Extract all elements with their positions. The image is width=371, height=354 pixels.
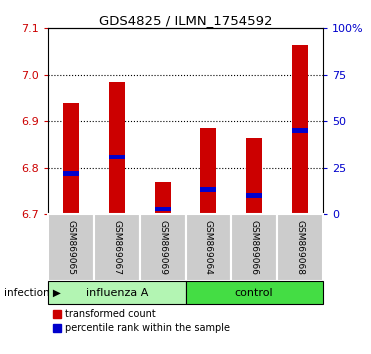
- Bar: [200, 128, 216, 214]
- Bar: [48, 281, 186, 304]
- Text: infection ▶: infection ▶: [4, 288, 60, 298]
- Bar: [292, 128, 308, 133]
- Bar: [186, 214, 231, 281]
- Legend: transformed count, percentile rank within the sample: transformed count, percentile rank withi…: [53, 309, 230, 333]
- Bar: [277, 214, 323, 281]
- Text: GSM869065: GSM869065: [67, 220, 76, 275]
- Title: GDS4825 / ILMN_1754592: GDS4825 / ILMN_1754592: [99, 14, 272, 27]
- Bar: [48, 214, 94, 281]
- Bar: [140, 214, 186, 281]
- Bar: [231, 214, 277, 281]
- Text: GSM869066: GSM869066: [250, 220, 259, 275]
- Bar: [200, 187, 216, 192]
- Bar: [292, 45, 308, 214]
- Bar: [94, 214, 140, 281]
- Bar: [63, 103, 79, 214]
- Text: GSM869067: GSM869067: [112, 220, 121, 275]
- Bar: [63, 171, 79, 176]
- Text: influenza A: influenza A: [86, 288, 148, 298]
- Text: GSM869064: GSM869064: [204, 220, 213, 275]
- Bar: [109, 82, 125, 214]
- Text: GSM869068: GSM869068: [295, 220, 304, 275]
- Text: control: control: [235, 288, 273, 298]
- Bar: [155, 182, 171, 214]
- Bar: [246, 193, 262, 198]
- Bar: [186, 281, 323, 304]
- Bar: [109, 155, 125, 159]
- Text: GSM869069: GSM869069: [158, 220, 167, 275]
- Bar: [155, 207, 171, 211]
- Bar: [246, 137, 262, 214]
